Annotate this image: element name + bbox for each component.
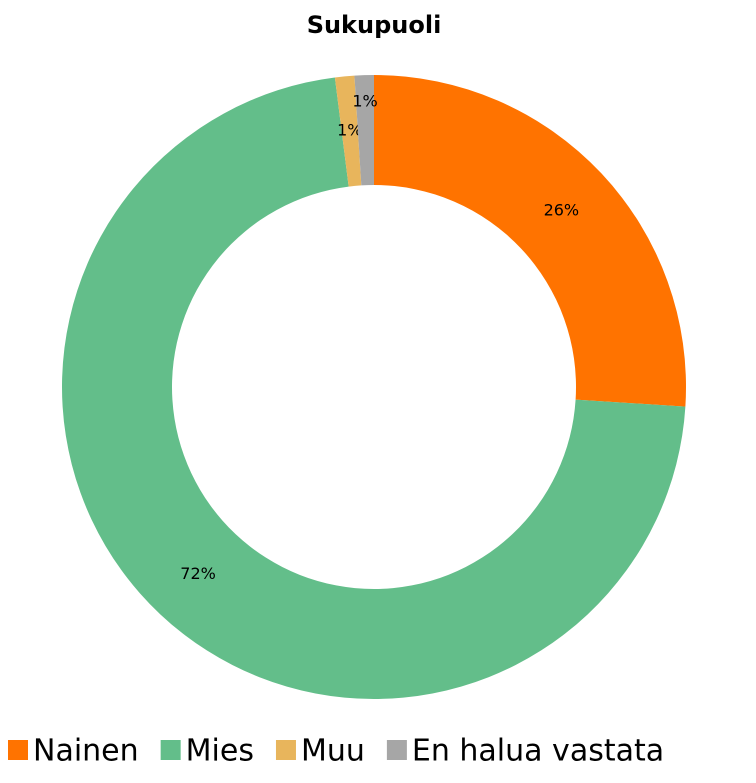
donut-slice (354, 75, 374, 186)
donut-slice (334, 75, 362, 187)
data-label: 1% (352, 92, 377, 111)
legend-label: Nainen (33, 734, 139, 769)
donut-slice (62, 77, 686, 700)
legend-swatch (160, 740, 181, 760)
chart-title: Sukupuoli (307, 11, 442, 39)
donut-slice (374, 75, 686, 407)
data-label: 1% (337, 121, 362, 140)
data-label: 72% (180, 564, 216, 583)
legend-swatch (8, 740, 28, 760)
data-label: 26% (544, 201, 580, 220)
legend-label: Mies (186, 734, 254, 769)
legend-swatch (386, 740, 407, 760)
legend-label: Muu (301, 734, 365, 769)
legend-swatch (275, 740, 296, 760)
legend-label: En halua vastata (412, 734, 664, 769)
